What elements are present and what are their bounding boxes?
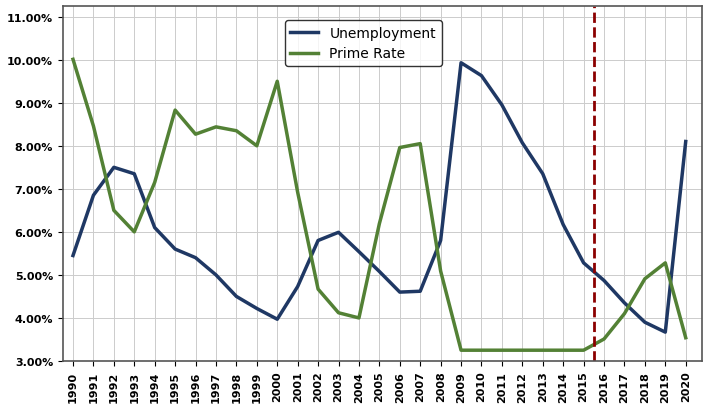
Prime Rate	[273, 80, 281, 85]
Prime Rate	[620, 311, 629, 316]
Unemployment	[559, 222, 567, 227]
Unemployment	[375, 270, 384, 274]
Prime Rate	[681, 335, 690, 340]
Unemployment	[212, 273, 220, 278]
Prime Rate	[600, 337, 608, 342]
Unemployment	[334, 230, 342, 235]
Prime Rate	[294, 190, 302, 195]
Unemployment	[498, 103, 506, 108]
Unemployment	[661, 330, 669, 335]
Prime Rate	[518, 348, 527, 353]
Unemployment	[354, 249, 363, 254]
Prime Rate	[539, 348, 547, 353]
Unemployment	[681, 140, 690, 145]
Prime Rate	[130, 230, 138, 235]
Prime Rate	[436, 269, 445, 274]
Line: Prime Rate: Prime Rate	[73, 60, 686, 351]
Prime Rate	[457, 348, 465, 353]
Unemployment	[620, 301, 629, 306]
Unemployment	[641, 320, 649, 325]
Unemployment	[273, 317, 281, 322]
Prime Rate	[252, 144, 261, 149]
Unemployment	[539, 172, 547, 177]
Unemployment	[579, 261, 588, 266]
Prime Rate	[354, 316, 363, 321]
Unemployment	[518, 141, 527, 146]
Unemployment	[252, 306, 261, 311]
Prime Rate	[334, 310, 342, 315]
Unemployment	[110, 166, 118, 171]
Prime Rate	[375, 222, 384, 227]
Prime Rate	[579, 348, 588, 353]
Unemployment	[69, 254, 77, 258]
Unemployment	[416, 289, 425, 294]
Unemployment	[436, 238, 445, 243]
Unemployment	[130, 172, 138, 177]
Unemployment	[396, 290, 404, 295]
Prime Rate	[191, 133, 200, 137]
Unemployment	[457, 61, 465, 66]
Prime Rate	[69, 58, 77, 63]
Prime Rate	[396, 146, 404, 151]
Unemployment	[232, 294, 240, 299]
Prime Rate	[559, 348, 567, 353]
Unemployment	[89, 193, 98, 198]
Prime Rate	[212, 125, 220, 130]
Prime Rate	[232, 129, 240, 134]
Prime Rate	[89, 124, 98, 129]
Prime Rate	[150, 180, 159, 185]
Unemployment	[477, 74, 486, 79]
Unemployment	[600, 279, 608, 283]
Prime Rate	[416, 142, 425, 147]
Prime Rate	[661, 261, 669, 266]
Prime Rate	[110, 208, 118, 213]
Prime Rate	[171, 108, 179, 113]
Prime Rate	[477, 348, 486, 353]
Unemployment	[314, 238, 323, 243]
Unemployment	[171, 247, 179, 252]
Unemployment	[191, 256, 200, 261]
Unemployment	[294, 284, 302, 289]
Prime Rate	[314, 287, 323, 292]
Prime Rate	[641, 276, 649, 281]
Line: Unemployment: Unemployment	[73, 63, 686, 333]
Unemployment	[150, 225, 159, 230]
Prime Rate	[498, 348, 506, 353]
Legend: Unemployment, Prime Rate: Unemployment, Prime Rate	[285, 21, 442, 67]
